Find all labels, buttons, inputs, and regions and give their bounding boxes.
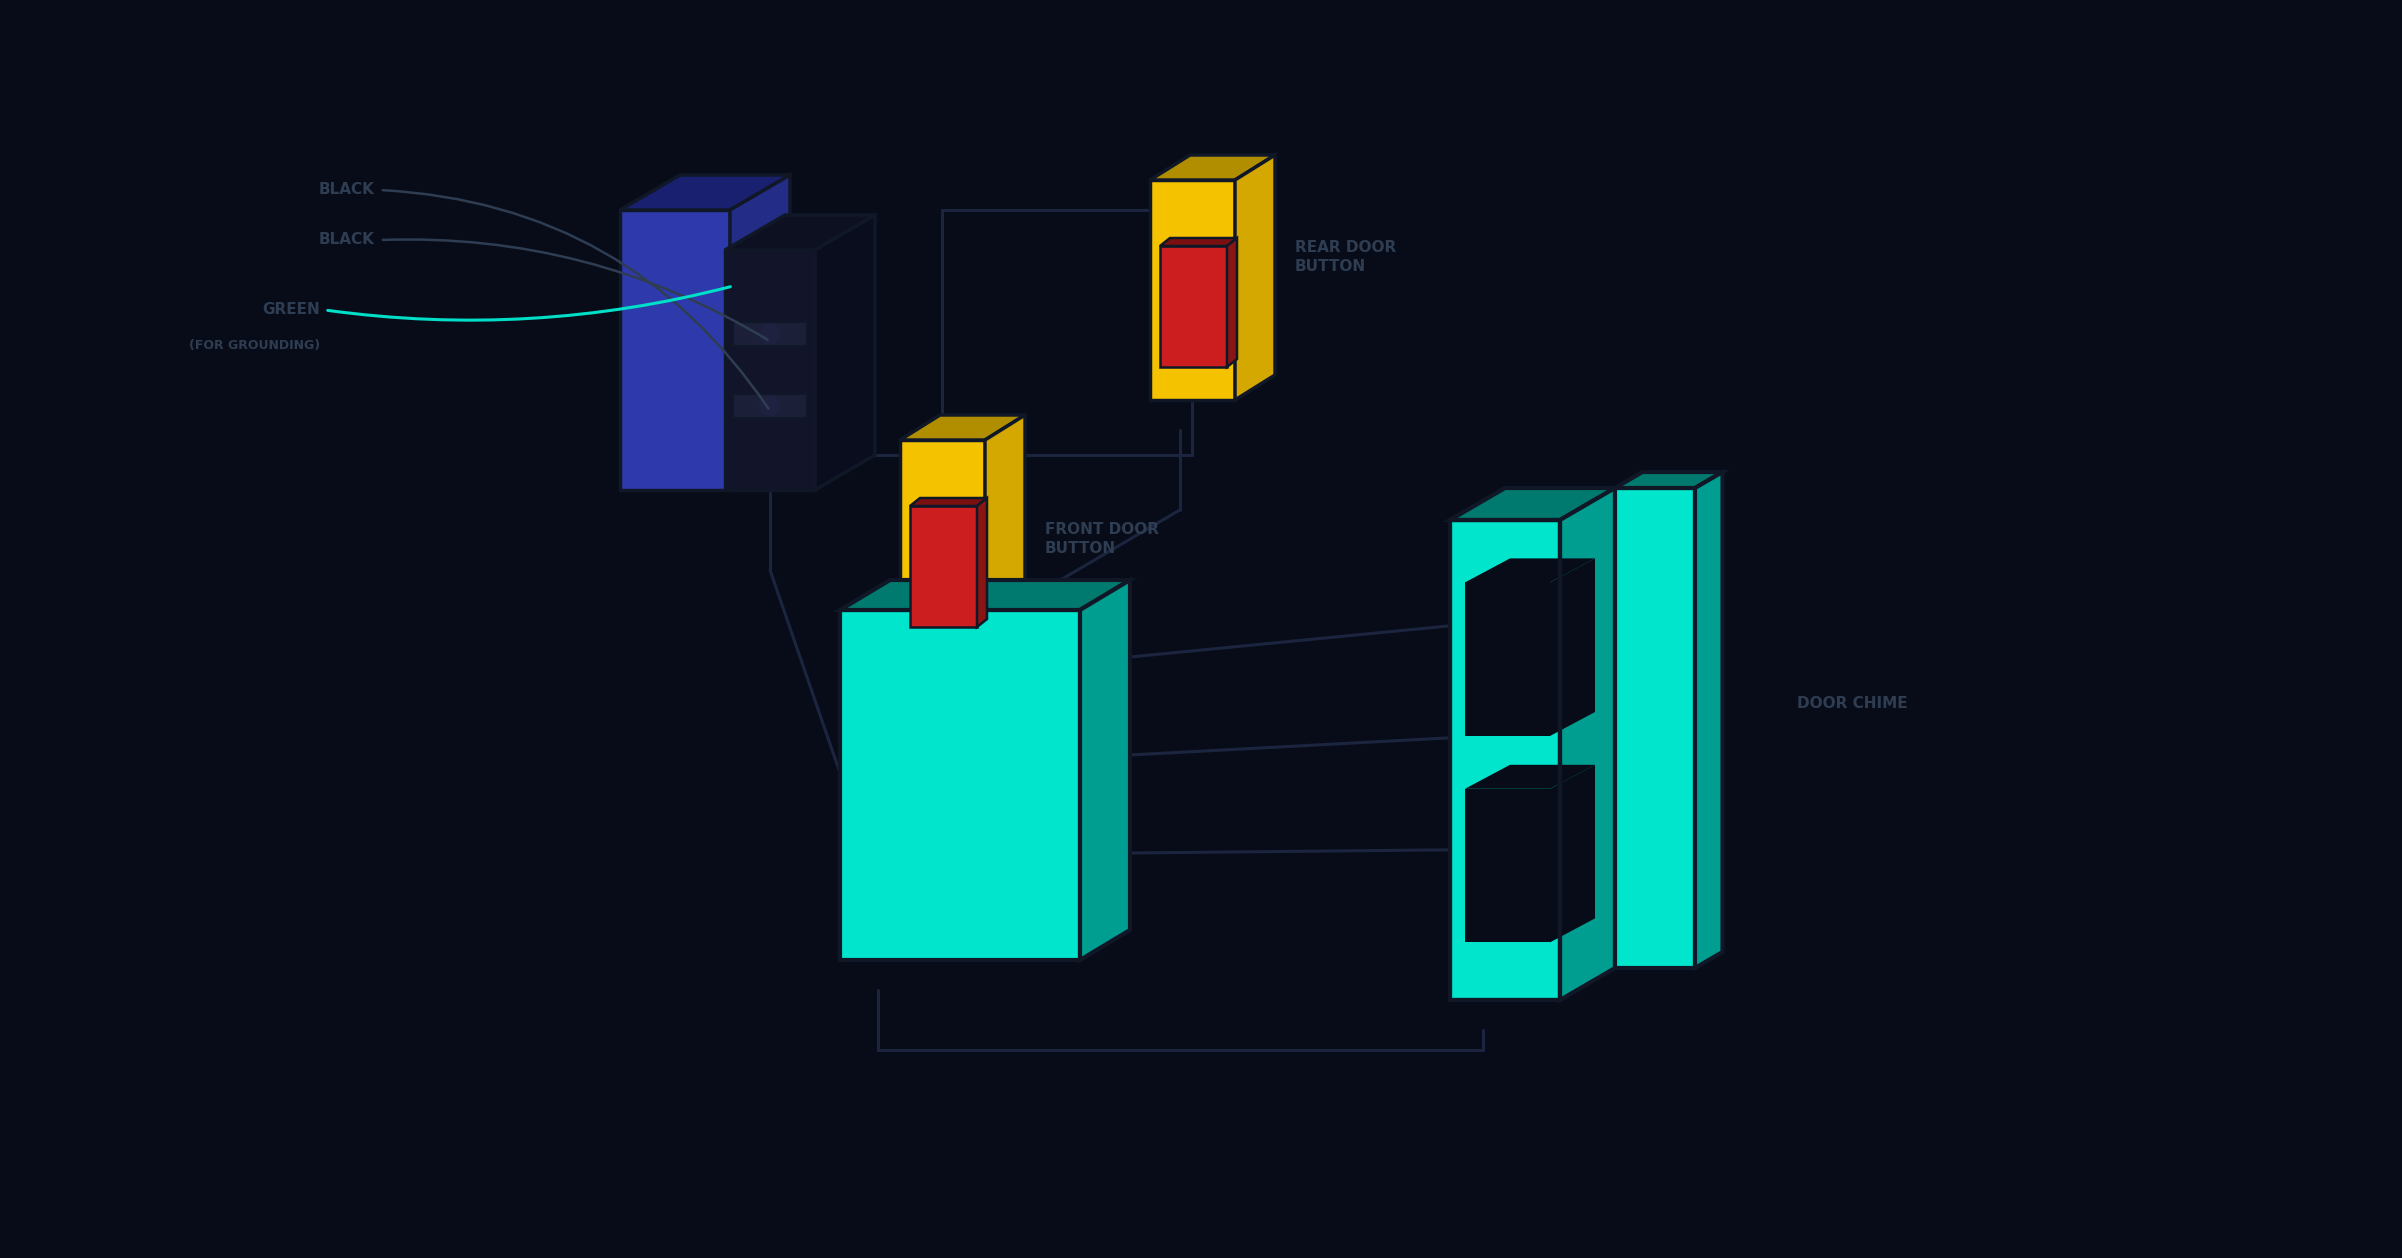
Polygon shape bbox=[910, 506, 978, 626]
Polygon shape bbox=[1227, 238, 1237, 367]
Polygon shape bbox=[814, 215, 874, 491]
Polygon shape bbox=[841, 580, 1129, 610]
Polygon shape bbox=[1614, 472, 1722, 488]
Circle shape bbox=[759, 325, 781, 343]
Text: GREEN: GREEN bbox=[262, 302, 319, 317]
Polygon shape bbox=[910, 498, 987, 506]
Polygon shape bbox=[1696, 472, 1722, 967]
Text: REAR DOOR
BUTTON: REAR DOOR BUTTON bbox=[1295, 239, 1396, 274]
Text: BLACK: BLACK bbox=[319, 182, 375, 198]
Polygon shape bbox=[1151, 180, 1235, 400]
Polygon shape bbox=[1081, 580, 1129, 960]
Polygon shape bbox=[1235, 155, 1275, 400]
Circle shape bbox=[855, 665, 901, 710]
Circle shape bbox=[855, 860, 901, 905]
Polygon shape bbox=[733, 394, 807, 418]
Polygon shape bbox=[1549, 559, 1595, 736]
Polygon shape bbox=[978, 498, 987, 626]
Text: TRANS: TRANS bbox=[915, 777, 973, 793]
Polygon shape bbox=[1465, 582, 1549, 736]
Polygon shape bbox=[841, 610, 1081, 960]
Text: FRONT: FRONT bbox=[915, 876, 973, 891]
Polygon shape bbox=[1465, 765, 1595, 789]
Polygon shape bbox=[1160, 247, 1227, 367]
Polygon shape bbox=[1451, 520, 1559, 1000]
Polygon shape bbox=[901, 440, 985, 660]
Circle shape bbox=[759, 396, 781, 416]
Polygon shape bbox=[725, 215, 874, 250]
Polygon shape bbox=[1151, 155, 1275, 180]
Polygon shape bbox=[620, 175, 790, 210]
Polygon shape bbox=[1451, 488, 1614, 520]
Polygon shape bbox=[620, 210, 730, 491]
Text: BLACK: BLACK bbox=[319, 233, 375, 248]
Circle shape bbox=[1624, 598, 1643, 618]
Text: REAR: REAR bbox=[915, 679, 961, 694]
Circle shape bbox=[1624, 718, 1643, 738]
Text: DOOR CHIME: DOOR CHIME bbox=[1797, 697, 1907, 712]
Polygon shape bbox=[1465, 559, 1595, 582]
Text: (FOR GROUNDING): (FOR GROUNDING) bbox=[190, 338, 319, 351]
Circle shape bbox=[855, 764, 901, 806]
Polygon shape bbox=[1160, 238, 1237, 247]
Polygon shape bbox=[1465, 789, 1549, 942]
Polygon shape bbox=[1614, 488, 1696, 967]
Circle shape bbox=[1624, 838, 1643, 858]
Text: FRONT DOOR
BUTTON: FRONT DOOR BUTTON bbox=[1045, 522, 1160, 556]
Polygon shape bbox=[901, 415, 1026, 440]
Polygon shape bbox=[1559, 488, 1614, 1000]
Polygon shape bbox=[1549, 765, 1595, 942]
Polygon shape bbox=[725, 250, 814, 491]
Polygon shape bbox=[985, 415, 1026, 660]
Polygon shape bbox=[730, 175, 790, 491]
Polygon shape bbox=[733, 322, 807, 346]
